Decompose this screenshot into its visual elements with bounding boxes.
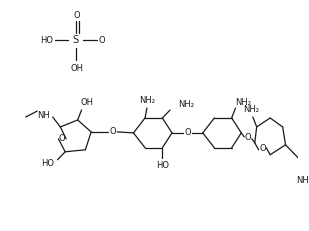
Text: O: O: [74, 11, 80, 20]
Text: O: O: [109, 128, 116, 136]
Text: NH: NH: [297, 176, 309, 185]
Text: O: O: [245, 133, 251, 142]
Text: O: O: [59, 134, 66, 143]
Text: HO: HO: [156, 161, 169, 170]
Text: HO: HO: [40, 36, 53, 45]
Text: S: S: [73, 35, 79, 46]
Text: OH: OH: [81, 97, 94, 106]
Text: O: O: [184, 128, 191, 137]
Text: O: O: [259, 144, 266, 153]
Text: NH₂: NH₂: [178, 100, 194, 109]
Text: OH: OH: [70, 64, 83, 73]
Text: NH: NH: [37, 110, 49, 119]
Text: HO: HO: [41, 159, 54, 168]
Text: NH₂: NH₂: [243, 105, 259, 114]
Text: NH₂: NH₂: [235, 97, 251, 106]
Text: NH₂: NH₂: [139, 96, 155, 105]
Text: O: O: [99, 36, 105, 45]
